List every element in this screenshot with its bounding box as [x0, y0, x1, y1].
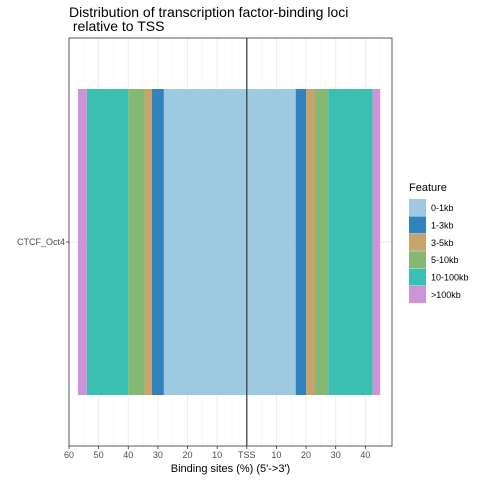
bar-downstream-0 [246, 89, 296, 395]
x-tick-label: 20 [301, 450, 311, 460]
bar-downstream-4 [328, 89, 373, 395]
legend-label-3: 5-10kb [431, 255, 459, 265]
legend-label-5: >100kb [431, 290, 461, 300]
bars [77, 89, 381, 395]
legend-swatch-2 [409, 233, 426, 251]
x-tick-label: TSS [238, 450, 256, 460]
legend-label-1: 1-3kb [431, 220, 454, 230]
bar-upstream-5 [77, 89, 87, 395]
legend-swatch-0 [409, 199, 426, 216]
x-tick-label: 40 [123, 450, 133, 460]
legend-swatch-5 [409, 286, 426, 303]
x-tick-label: 30 [331, 450, 341, 460]
bar-upstream-2 [144, 89, 152, 395]
chart-title-line-1: Distribution of transcription factor-bin… [69, 4, 348, 20]
bar-downstream-3 [314, 89, 329, 395]
bar-downstream-2 [306, 89, 315, 395]
legend-label-0: 0-1kb [431, 203, 454, 213]
x-tick-label: 50 [94, 450, 104, 460]
y-axis: CTCF_Oct4 [17, 237, 69, 247]
x-tick-label: 10 [212, 450, 222, 460]
x-tick-label: 40 [360, 450, 370, 460]
x-axis-title: Binding sites (%) (5'->3') [171, 463, 290, 475]
legend-swatch-4 [409, 268, 426, 286]
x-axis: 60 50 40 30 20 10 TSS 10 20 30 40 [64, 446, 370, 460]
legend-title: Feature [409, 182, 447, 194]
x-tick-label: 30 [153, 450, 163, 460]
legend: Feature 0-1kb 1-3kb 3-5kb 5-10kb 10-100kb >10… [409, 182, 469, 303]
x-tick-label: 60 [64, 450, 74, 460]
legend-label-2: 3-5kb [431, 238, 454, 248]
bar-upstream-0 [163, 89, 247, 395]
legend-swatch-1 [409, 216, 426, 234]
legend-swatch-3 [409, 251, 426, 269]
bar-upstream-4 [86, 89, 129, 395]
x-tick-label: 10 [271, 450, 281, 460]
bar-upstream-1 [151, 89, 164, 395]
bar-downstream-1 [295, 89, 307, 395]
chart-title-line-2: relative to TSS [69, 18, 164, 34]
bar-upstream-3 [128, 89, 145, 395]
bar-downstream-5 [372, 89, 381, 395]
x-tick-label: 20 [183, 450, 193, 460]
legend-label-4: 10-100kb [431, 273, 469, 283]
y-tick-label: CTCF_Oct4 [17, 237, 65, 247]
